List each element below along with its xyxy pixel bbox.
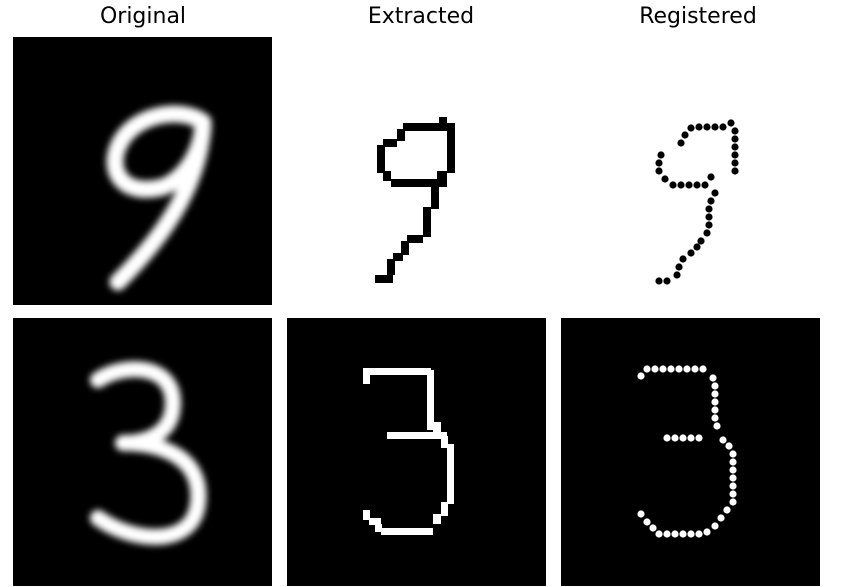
registered-dot [667, 365, 675, 373]
registered-dot [719, 123, 727, 131]
registered-dot [675, 263, 683, 271]
registered-dot [729, 482, 737, 490]
registered-dot [717, 514, 725, 522]
registered-dot [649, 524, 657, 532]
registered-dot [705, 205, 713, 213]
registered-dot [691, 365, 699, 373]
registered-dot [659, 365, 667, 373]
registered-dot [663, 434, 671, 442]
registered-dot [703, 229, 711, 237]
extracted-image-nine [287, 37, 546, 305]
registered-dot [679, 434, 687, 442]
registered-dot [677, 139, 685, 147]
registered-dot [731, 159, 739, 167]
registered-dot [725, 442, 733, 450]
registered-dot [731, 151, 739, 159]
registered-image-three [561, 318, 820, 586]
extracted-image-three [287, 318, 546, 586]
registered-dot [637, 372, 645, 380]
registered-dot [685, 181, 693, 189]
registered-dot [643, 365, 651, 373]
registered-dot [655, 530, 663, 538]
registered-dot [711, 382, 719, 390]
registered-dot [731, 127, 739, 135]
registered-dot [687, 124, 695, 132]
registered-dot [663, 277, 671, 285]
registered-dot [711, 189, 719, 197]
registered-dot [729, 490, 737, 498]
registered-image-nine [561, 37, 820, 305]
registered-dot [711, 398, 719, 406]
registered-dot [643, 518, 651, 526]
registered-dot [731, 135, 739, 143]
registered-dot [719, 436, 727, 444]
registered-dot [703, 528, 711, 536]
registered-dot [709, 374, 717, 382]
title-registered: Registered [639, 4, 757, 29]
registered-dot [675, 365, 683, 373]
registered-dot [697, 237, 705, 245]
original-image-nine [13, 37, 272, 305]
registered-dot [731, 167, 739, 175]
registered-dot [707, 173, 715, 181]
original-image-three [13, 318, 272, 586]
registered-dot [655, 277, 663, 285]
registered-dot [705, 213, 713, 221]
registered-dot [671, 530, 679, 538]
registered-dot [707, 197, 715, 205]
registered-dot [673, 271, 681, 279]
registered-dot [723, 506, 731, 514]
registered-dot [711, 123, 719, 131]
registered-dot [661, 175, 669, 183]
registered-dot [687, 530, 695, 538]
registered-dot [699, 365, 707, 373]
registered-dot [687, 434, 695, 442]
registered-dot [651, 365, 659, 373]
registered-dot [683, 365, 691, 373]
title-original: Original [99, 4, 187, 29]
registered-dot [705, 221, 713, 229]
registered-dot [711, 406, 719, 414]
registered-dot [695, 434, 703, 442]
registered-dot [729, 458, 737, 466]
registered-dot [701, 181, 709, 189]
registered-dot [677, 181, 685, 189]
registered-dot [693, 181, 701, 189]
registered-dot [681, 131, 689, 139]
title-extracted: Extracted [367, 4, 475, 29]
registered-dot [729, 498, 737, 506]
registered-dot [637, 510, 645, 518]
registered-dot [729, 450, 737, 458]
registered-dot [693, 243, 701, 251]
registered-dot [669, 181, 677, 189]
registered-dot [655, 167, 663, 175]
registered-dot [711, 522, 719, 530]
registered-dot [663, 530, 671, 538]
registered-dot [679, 255, 687, 263]
registered-dot [671, 434, 679, 442]
registered-dot [729, 466, 737, 474]
registered-dot [703, 123, 711, 131]
registered-dot [711, 390, 719, 398]
registered-dot [695, 530, 703, 538]
registered-dot [711, 414, 719, 422]
registered-dot [731, 143, 739, 151]
registered-dot [687, 249, 695, 257]
registered-dot [713, 422, 721, 430]
registered-dot [727, 119, 735, 127]
registered-dot [655, 159, 663, 167]
registered-dot [729, 474, 737, 482]
registered-dot [657, 151, 665, 159]
registered-dot [695, 123, 703, 131]
registered-dot [679, 530, 687, 538]
